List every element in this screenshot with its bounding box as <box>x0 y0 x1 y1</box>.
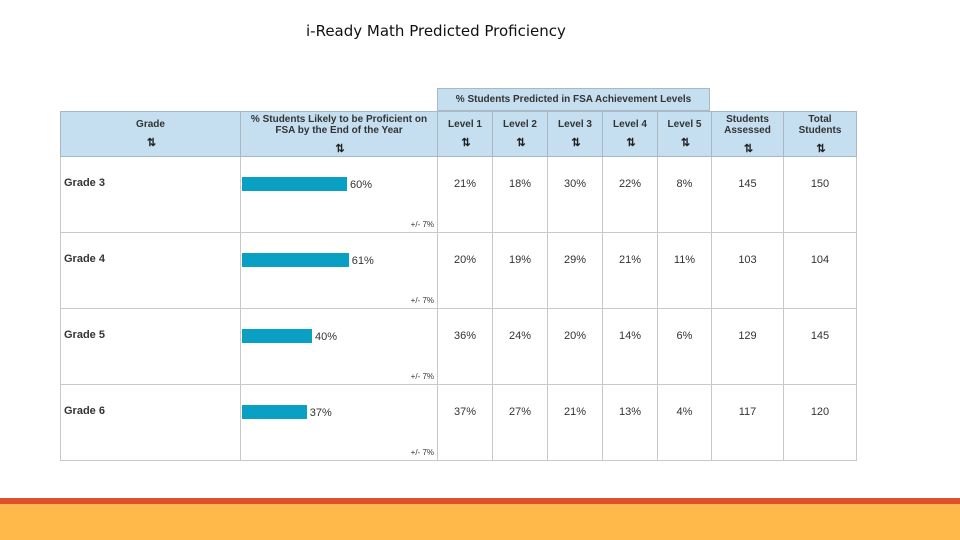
likely-proficient-cell: 61% +/- 7% <box>240 232 438 309</box>
footer-band <box>0 504 960 540</box>
level-2-cell: 24% <box>492 308 548 385</box>
column-header-level-1[interactable]: Level 1 ⇅ <box>437 111 493 157</box>
level-2-cell: 27% <box>492 384 548 461</box>
column-header-label: % Students Likely to be Proficient on FS… <box>250 113 428 136</box>
sort-icon[interactable]: ⇅ <box>816 142 825 155</box>
grade-cell: Grade 5 <box>60 308 241 385</box>
column-header-label: Level 4 <box>613 119 647 130</box>
proficiency-value: 37% <box>309 407 332 419</box>
level-5-cell: 11% <box>657 232 712 309</box>
sort-icon[interactable]: ⇅ <box>461 137 470 149</box>
column-header-level-2[interactable]: Level 2 ⇅ <box>492 111 548 157</box>
column-header-label: Students Assessed <box>724 113 771 136</box>
proficiency-bar <box>242 405 307 419</box>
column-header-label: Level 5 <box>667 119 702 130</box>
header-row: Grade ⇅ % Students Likely to be Proficie… <box>60 111 857 157</box>
achievement-levels-group-header: % Students Predicted in FSA Achievement … <box>437 88 710 111</box>
level-3-cell: 30% <box>547 156 603 233</box>
column-header-level-3[interactable]: Level 3 ⇅ <box>547 111 603 157</box>
proficiency-table: Grade ⇅ % Students Likely to be Proficie… <box>60 111 857 461</box>
likely-proficient-cell: 37% +/- 7% <box>240 384 438 461</box>
proficiency-value: 61% <box>351 255 374 267</box>
column-header-label: Level 2 <box>503 119 537 130</box>
sort-icon[interactable]: ⇅ <box>680 137 690 149</box>
margin-of-error: +/- 7% <box>410 220 434 229</box>
level-3-cell: 21% <box>547 384 603 461</box>
level-3-cell: 29% <box>547 232 603 309</box>
table-row: Grade 5 40% +/- 7% 36% 24% 20% 14% 6% 12… <box>60 308 857 385</box>
sort-icon[interactable]: ⇅ <box>571 137 580 149</box>
proficiency-value: 40% <box>315 331 338 343</box>
level-4-cell: 13% <box>602 384 658 461</box>
level-4-cell: 22% <box>602 156 658 233</box>
proficiency-value: 60% <box>350 179 373 191</box>
students-assessed-cell: 129 <box>711 308 784 385</box>
total-students-cell: 150 <box>783 156 857 233</box>
level-5-cell: 4% <box>657 384 712 461</box>
column-header-students-assessed[interactable]: Students Assessed ⇅ <box>711 111 784 157</box>
level-4-cell: 14% <box>602 308 658 385</box>
column-header-level-5[interactable]: Level 5 ⇅ <box>657 111 712 157</box>
proficiency-bar <box>242 329 312 343</box>
proficiency-bar <box>242 253 349 267</box>
footer-accent-stripe <box>0 498 960 504</box>
sort-icon[interactable]: ⇅ <box>146 137 156 149</box>
sort-icon[interactable]: ⇅ <box>626 137 635 149</box>
proficiency-bar <box>242 177 347 191</box>
sort-icon[interactable]: ⇅ <box>743 142 753 155</box>
total-students-cell: 120 <box>783 384 857 461</box>
likely-proficient-cell: 40% +/- 7% <box>240 308 438 385</box>
students-assessed-cell: 145 <box>711 156 784 233</box>
margin-of-error: +/- 7% <box>410 296 434 305</box>
column-header-total-students[interactable]: Total Students ⇅ <box>783 111 857 157</box>
column-header-level-4[interactable]: Level 4 ⇅ <box>602 111 658 157</box>
column-header-label: Grade <box>136 119 165 130</box>
grade-cell: Grade 3 <box>60 156 241 233</box>
sort-icon[interactable]: ⇅ <box>516 137 525 149</box>
column-header-label: Level 1 <box>448 119 482 130</box>
column-header-likely-proficient[interactable]: % Students Likely to be Proficient on FS… <box>240 111 438 157</box>
grade-cell: Grade 4 <box>60 232 241 309</box>
total-students-cell: 104 <box>783 232 857 309</box>
level-1-cell: 36% <box>437 308 493 385</box>
level-2-cell: 18% <box>492 156 548 233</box>
level-4-cell: 21% <box>602 232 658 309</box>
level-5-cell: 8% <box>657 156 712 233</box>
table-row: Grade 6 37% +/- 7% 37% 27% 21% 13% 4% 11… <box>60 384 857 461</box>
column-header-label: Level 3 <box>558 119 592 130</box>
grade-cell: Grade 6 <box>60 384 241 461</box>
table-row: Grade 3 60% +/- 7% 21% 18% 30% 22% 8% 14… <box>60 156 857 233</box>
level-1-cell: 37% <box>437 384 493 461</box>
level-3-cell: 20% <box>547 308 603 385</box>
column-header-grade[interactable]: Grade ⇅ <box>60 111 241 157</box>
margin-of-error: +/- 7% <box>410 448 434 457</box>
level-5-cell: 6% <box>657 308 712 385</box>
level-1-cell: 20% <box>437 232 493 309</box>
column-header-label: Total Students <box>798 113 842 136</box>
students-assessed-cell: 103 <box>711 232 784 309</box>
students-assessed-cell: 117 <box>711 384 784 461</box>
likely-proficient-cell: 60% +/- 7% <box>240 156 438 233</box>
sort-icon[interactable]: ⇅ <box>335 142 344 155</box>
total-students-cell: 145 <box>783 308 857 385</box>
margin-of-error: +/- 7% <box>410 372 434 381</box>
level-2-cell: 19% <box>492 232 548 309</box>
table-row: Grade 4 61% +/- 7% 20% 19% 29% 21% 11% 1… <box>60 232 857 309</box>
level-1-cell: 21% <box>437 156 493 233</box>
slide-title: i-Ready Math Predicted Proficiency <box>306 22 566 40</box>
